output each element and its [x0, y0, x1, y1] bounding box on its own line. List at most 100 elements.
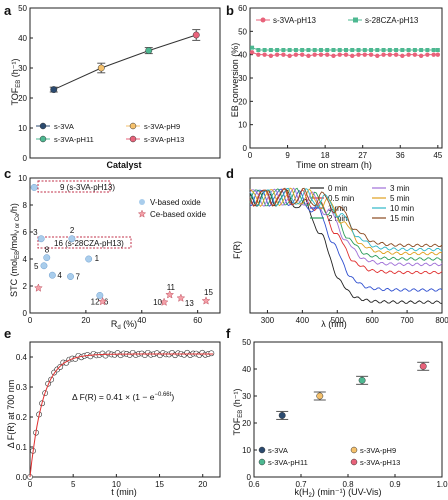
- c-legend-label: V-based oxide: [150, 198, 201, 207]
- c-ylabel: STC (molEB/molV or Ce/h): [9, 203, 21, 297]
- b-point-s-3VA-pH13: [262, 52, 267, 57]
- b-point-s-3VA-pH13: [318, 52, 324, 57]
- b-point-s-3VA-pH13: [337, 52, 342, 57]
- e-y-tick-label: 0.0: [16, 473, 28, 482]
- b-x-tick-label: 45: [433, 151, 442, 160]
- b-point-s-28CZA-pH13: [256, 48, 261, 52]
- c-x-tick-label: 20: [81, 316, 90, 325]
- c-point-label: 5: [34, 262, 39, 271]
- f-point-s-3VA-pH11: [358, 376, 366, 384]
- b-point-s-28CZA-pH13: [275, 48, 280, 52]
- a-point-s-3VA: [50, 86, 58, 94]
- a-y-tick-label: 20: [18, 94, 27, 103]
- b-point-s-28CZA-pH13: [344, 48, 348, 52]
- d-spectrum-1min: [249, 188, 443, 292]
- c-point-v-1: [85, 255, 93, 263]
- b-point-s-28CZA-pH13: [381, 48, 386, 52]
- d-spectrum-2min: [249, 187, 443, 261]
- c-point-v-5: [40, 262, 48, 270]
- e-x-tick-label: 10: [112, 480, 121, 489]
- d-legend-label: 15 min: [390, 214, 414, 223]
- e-x-tick-label: 0: [28, 480, 33, 489]
- f-legend-label: s-3VA-pH13: [360, 458, 400, 467]
- a-plot-frame: [29, 7, 221, 159]
- b-point-s-3VA-pH13: [431, 52, 436, 57]
- b-point-s-3VA-pH13: [274, 52, 280, 57]
- b-point-s-28CZA-pH13: [293, 48, 298, 52]
- d-xlabel: λ (nm): [321, 319, 347, 329]
- b-x-tick-label: 0: [248, 151, 253, 160]
- b-point-s-3VA-pH13: [412, 52, 418, 57]
- f-xlabel: k(H2) (min⁻¹) (UV-Vis): [295, 487, 382, 499]
- e-x-tick-label: 20: [198, 480, 207, 489]
- c-x-tick-label: 60: [193, 316, 202, 325]
- b-point-s-3VA-pH13: [293, 52, 299, 57]
- c-point-label: 15: [204, 288, 213, 297]
- e-x-tick-label: 5: [71, 480, 76, 489]
- d-x-tick-label: 600: [366, 316, 380, 325]
- e-y-tick-label: 0.3: [16, 383, 28, 392]
- b-point-s-28CZA-pH13: [331, 48, 336, 52]
- panel-label-a: a: [4, 3, 12, 18]
- b-point-s-3VA-pH13: [287, 53, 292, 59]
- c-point-label: 7: [76, 273, 81, 282]
- b-point-s-3VA-pH13: [343, 52, 349, 57]
- b-point-s-3VA-pH13: [268, 53, 274, 59]
- a-legend-label: s-3VA-pH9: [144, 122, 180, 131]
- e-equation: Δ F(R) = 0.41 × (1 − e−0.66t): [72, 392, 174, 402]
- b-xlabel: Time on stream (h): [296, 160, 372, 170]
- b-point-s-3VA-pH13: [400, 53, 405, 59]
- f-y-tick-label: 0: [247, 473, 252, 482]
- c-point-ce-11: [165, 290, 175, 299]
- d-x-tick-label: 300: [261, 316, 275, 325]
- d-spectrum-10min: [249, 187, 443, 252]
- c-y-tick-label: 2: [23, 282, 28, 291]
- a-trend-line: [53, 34, 197, 91]
- b-point-s-3VA-pH13: [381, 52, 386, 57]
- f-x-tick-label: 1.0: [436, 480, 448, 489]
- c-point-v-2: [68, 235, 76, 243]
- f-y-tick-label: 40: [242, 365, 251, 374]
- b-y-tick-label: 30: [238, 74, 247, 83]
- d-x-tick-label: 500: [331, 316, 345, 325]
- a-xlabel: Catalyst: [106, 160, 141, 170]
- b-y-tick-label: 10: [238, 121, 247, 130]
- panel-label-d: d: [226, 166, 234, 181]
- f-legend-label: s-3VA-pH11: [268, 458, 308, 467]
- b-point-s-28CZA-pH13: [262, 48, 267, 52]
- c-y-tick-label: 8: [23, 201, 28, 210]
- c-y-tick-label: 0: [23, 309, 28, 318]
- c-point-label: 3: [33, 228, 38, 237]
- b-x-tick-label: 9: [285, 151, 290, 160]
- a-legend-marker: [39, 135, 47, 143]
- f-point-s-3VA: [278, 411, 286, 419]
- b-point-s-28CZA-pH13: [312, 48, 317, 52]
- a-y-tick-label: 0: [23, 154, 28, 163]
- b-point-s-28CZA-pH13: [325, 48, 330, 52]
- b-point-s-28CZA-pH13: [362, 48, 367, 52]
- a-y-tick-label: 10: [18, 124, 27, 133]
- e-x-tick-label: 15: [155, 480, 164, 489]
- b-point-s-28CZA-pH13: [300, 48, 305, 52]
- c-annotation-2: 16 (s-28CZA-pH13): [54, 239, 124, 248]
- f-point-s-3VA-pH9: [316, 392, 324, 400]
- f-ylabel: TOFEB (h⁻¹): [232, 388, 244, 435]
- c-point-ce-15: [201, 296, 211, 305]
- f-y-tick-label: 30: [242, 392, 251, 401]
- c-point-label: 12: [91, 298, 100, 307]
- b-point-s-28CZA-pH13: [281, 48, 286, 52]
- e-xlabel: t (min): [111, 487, 137, 497]
- panel-label-b: b: [226, 3, 234, 18]
- f-x-tick-label: 0.8: [342, 480, 354, 489]
- b-point-s-3VA-pH13: [281, 52, 286, 57]
- a-legend-label: s-3VA-pH11: [54, 135, 94, 144]
- d-x-tick-label: 800: [435, 316, 448, 325]
- f-x-tick-label: 0.9: [389, 480, 401, 489]
- b-point-s-28CZA-pH13: [387, 48, 392, 52]
- c-xlabel: Rd (%): [111, 319, 137, 331]
- b-point-s-28CZA-pH13: [375, 48, 380, 52]
- panel-label-f: f: [226, 326, 231, 341]
- c-point-v-3: [37, 235, 45, 243]
- c-point-label: 1: [95, 254, 100, 263]
- b-y-tick-label: 40: [238, 51, 247, 60]
